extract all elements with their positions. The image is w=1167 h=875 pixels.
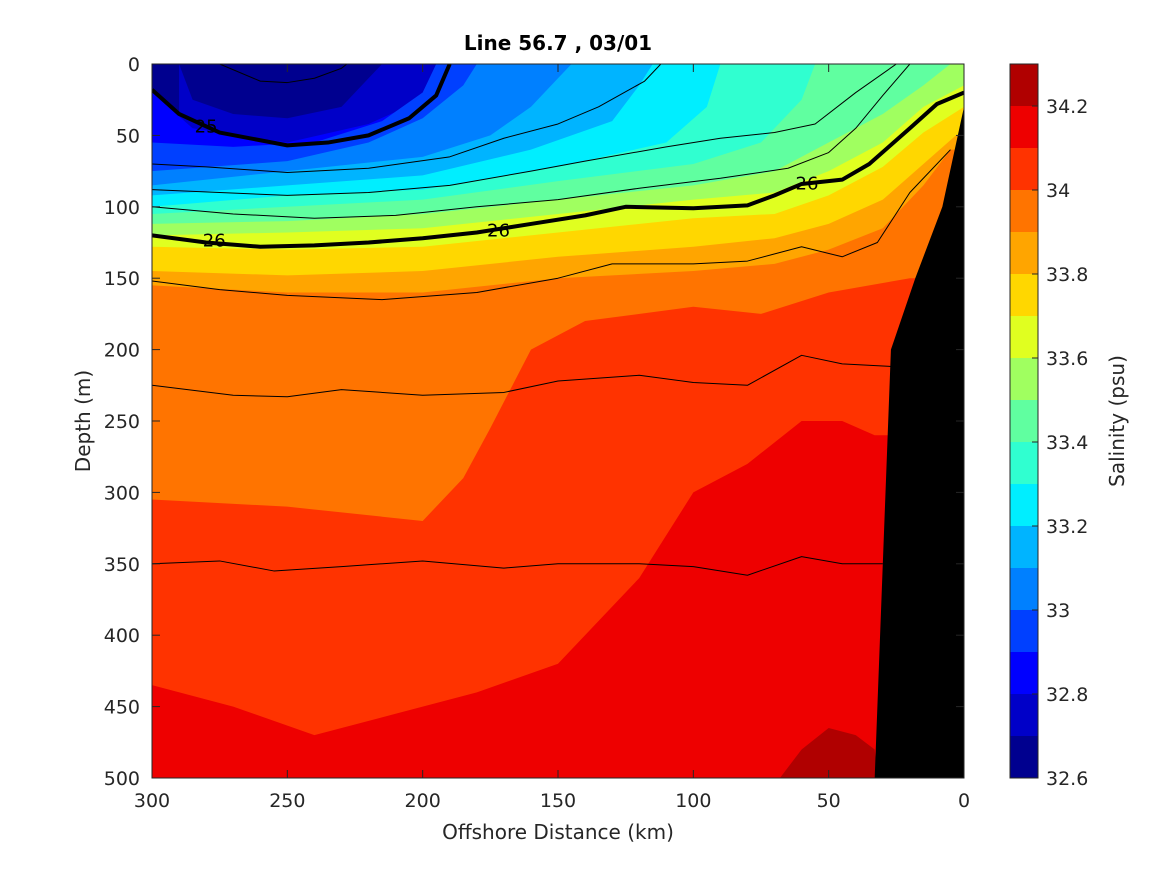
x-tick-label: 0 [958, 790, 970, 812]
colorbar-tick-label: 33 [1046, 600, 1070, 622]
x-tick-label: 200 [405, 790, 441, 812]
y-axis: 0 50 100 150 200 250 300 350 400 450 500 [104, 54, 964, 790]
colorbar-swatch [1010, 190, 1038, 232]
y-tick-label: 0 [128, 54, 140, 76]
colorbar-tick-label: 34 [1046, 180, 1070, 202]
y-tick-label: 200 [104, 340, 140, 362]
x-tick-label: 250 [269, 790, 305, 812]
x-tick-label: 300 [134, 790, 170, 812]
colorbar-label: Salinity (psu) [1105, 355, 1129, 487]
x-tick-label: 150 [540, 790, 576, 812]
colorbar-swatch [1010, 652, 1038, 694]
colorbar-swatch [1010, 568, 1038, 610]
colorbar-swatch [1010, 610, 1038, 652]
colorbar-swatch [1010, 736, 1038, 778]
seafloor-mask [874, 106, 964, 778]
y-tick-label: 300 [104, 482, 140, 504]
y-tick-label: 500 [104, 768, 140, 790]
x-tick-label: 100 [675, 790, 711, 812]
contour-line-2 [219, 64, 348, 84]
contour-label: 25 [195, 116, 218, 137]
contour-line-1 [152, 90, 964, 249]
y-axis-label: Depth (m) [71, 370, 95, 472]
y-tick-label: 450 [104, 697, 140, 719]
y-tick-label: 250 [104, 411, 140, 433]
contour-line-4 [152, 64, 897, 196]
contour-layer: 25 26 26 26 [152, 64, 964, 576]
contour-line-0 [152, 64, 452, 148]
colorbar-tick-label: 33.4 [1046, 432, 1088, 454]
contour-line-8 [152, 556, 883, 576]
contour-line-5 [152, 64, 911, 219]
colorbar-swatch [1010, 400, 1038, 442]
x-tick-label: 50 [817, 790, 841, 812]
y-tick-label: 150 [104, 268, 140, 290]
colorbar-swatch [1010, 232, 1038, 274]
y-tick-label: 100 [104, 197, 140, 219]
colorbar-swatch [1010, 358, 1038, 400]
y-tick-label: 400 [104, 625, 140, 647]
y-tick-label: 350 [104, 554, 140, 576]
colorbar-tick-label: 33.8 [1046, 264, 1088, 286]
x-axis-label: Offshore Distance (km) [442, 820, 674, 844]
colorbar-swatch [1010, 274, 1038, 316]
colorbar-tick-label: 33.2 [1046, 516, 1088, 538]
colorbar-swatch [1010, 694, 1038, 736]
colorbar-tick-label: 33.6 [1046, 348, 1088, 370]
contour-line-6 [152, 149, 951, 301]
x-axis: 300 250 200 150 100 50 0 [134, 64, 970, 812]
colorbar-swatch [1010, 316, 1038, 358]
colorbar-swatch [1010, 526, 1038, 568]
patch-1 [308, 428, 320, 453]
colorbar: 32.6 32.8 33 33.2 33.4 33.6 33.8 34 34.2 [1009, 63, 1088, 790]
colorbar-swatch [1010, 64, 1038, 106]
contour-line-3 [152, 64, 662, 174]
colorbar-tick-label: 34.2 [1046, 96, 1088, 118]
colorbar-swatch [1010, 442, 1038, 484]
colorbar-tick-label: 32.8 [1046, 684, 1088, 706]
contour-label: 26 [487, 221, 510, 242]
contour-label: 26 [796, 174, 819, 195]
contour-line-7 [152, 354, 897, 398]
colorbar-frame [1009, 63, 1039, 779]
contour-label: 26 [203, 231, 226, 252]
band-34.1 [152, 421, 964, 778]
colorbar-swatch [1010, 148, 1038, 190]
colorbar-swatch [1010, 106, 1038, 148]
chart-title: Line 56.7 , 03/01 [463, 31, 653, 55]
y-tick-label: 50 [116, 125, 140, 147]
colorbar-tick-label: 32.6 [1046, 768, 1088, 790]
colorbar-swatch [1010, 484, 1038, 526]
patch-0 [779, 728, 878, 778]
